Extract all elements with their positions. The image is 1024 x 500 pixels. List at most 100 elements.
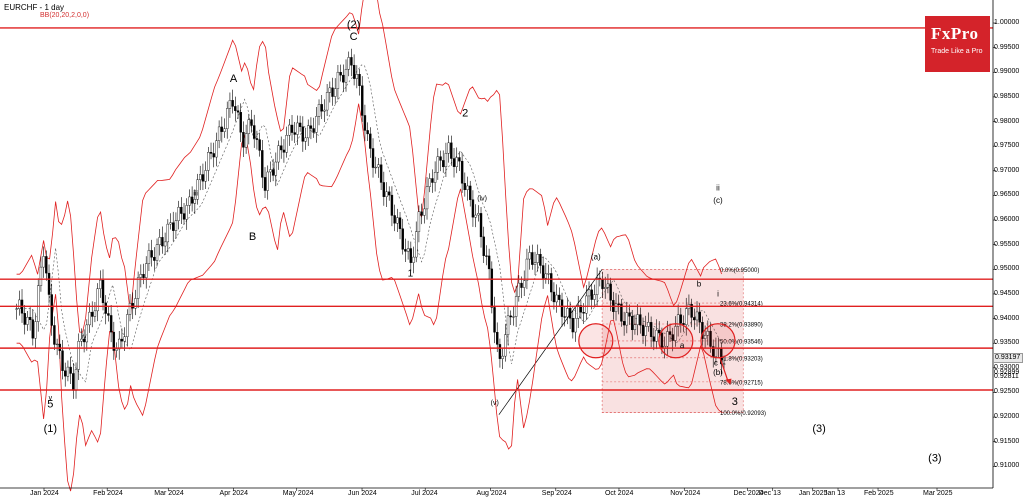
candle-body (566, 307, 569, 318)
wave-label: c (714, 358, 718, 367)
candle-body (361, 85, 364, 116)
candle-body (247, 119, 251, 134)
price-tick-label: 0.98000 (994, 117, 1020, 125)
candle-body (585, 295, 588, 314)
candle-body (223, 128, 226, 132)
wave-label: (b) (713, 368, 723, 377)
price-marker-label: 0.92899 (994, 368, 1020, 376)
candle-body (682, 323, 685, 325)
candle-body (525, 258, 529, 281)
candle-body (666, 331, 669, 347)
candle-body (320, 104, 323, 112)
candle-body (722, 363, 726, 365)
candle-body (288, 124, 291, 136)
wave-label: (iv) (477, 195, 487, 202)
candle-body (450, 142, 453, 159)
candle-body (234, 106, 237, 111)
projection-arrow (719, 357, 730, 383)
candle-body (69, 366, 72, 374)
candle-body (385, 191, 388, 197)
wave-label: i (717, 289, 719, 298)
wave-label: ii (716, 183, 720, 192)
candle-body (520, 282, 523, 288)
candle-body (685, 308, 688, 325)
candle-body (123, 336, 126, 342)
candle-body (34, 321, 37, 339)
candle-body (404, 249, 407, 252)
candle-body (139, 274, 143, 278)
date-tick-label: May 2024 (282, 490, 314, 497)
candle-body (433, 172, 437, 183)
candle-body (31, 319, 35, 339)
wave-label: 3 (732, 396, 738, 408)
candle-body (625, 312, 629, 326)
wave-label: v (49, 395, 53, 402)
date-tick-label: Apr 2024 (219, 490, 248, 497)
candle-body (531, 252, 534, 265)
candle-body (358, 74, 361, 86)
candles (15, 48, 726, 399)
candle-body (315, 116, 318, 133)
candle-body (47, 272, 51, 295)
date-tick-label: Dec 13 (758, 490, 781, 497)
candle-body (82, 338, 86, 343)
candle-body (244, 133, 248, 148)
candle-body (350, 57, 353, 66)
candle-body (242, 132, 245, 148)
candle-body (477, 213, 480, 216)
candle-body (118, 338, 121, 350)
candle-body (271, 169, 275, 176)
candle-body (406, 248, 410, 252)
candle-body (172, 222, 175, 231)
price-tick-label: 0.91000 (994, 462, 1020, 470)
candle-body (312, 128, 315, 133)
candle-body (390, 194, 394, 216)
candle-body (155, 244, 159, 261)
candle-body (614, 303, 618, 312)
candle-body (280, 145, 283, 151)
candle-body (547, 273, 550, 275)
candle-body (363, 115, 367, 131)
candle-body (77, 341, 80, 370)
candle-body (428, 178, 431, 187)
candle-body (658, 329, 661, 334)
candle-body (668, 331, 672, 335)
candle-body (88, 311, 91, 326)
candle-body (201, 174, 205, 182)
candle-body (703, 335, 707, 339)
candle-body (442, 160, 445, 168)
candle-body (636, 314, 639, 325)
price-tick-label: 0.93000 (994, 363, 1020, 371)
candle-body (582, 312, 585, 314)
candle-body (622, 321, 626, 326)
support-resistance-levels (0, 27, 993, 391)
candle-body (28, 316, 32, 320)
candle-body (290, 124, 294, 133)
candle-body (166, 223, 170, 243)
candle-body (501, 355, 504, 359)
candle-body (18, 299, 21, 309)
candle-body (147, 250, 151, 264)
candle-body (277, 145, 280, 163)
highlight-circles (578, 323, 736, 359)
candle-body (579, 305, 583, 313)
fib-label: 50.0%(0.93546) (720, 339, 763, 345)
candle-body (431, 178, 434, 183)
candle-body (115, 348, 118, 351)
candle-body (15, 308, 18, 310)
indicator-label: BB(20,20,2,0,0) (40, 12, 90, 19)
candle-body (236, 110, 240, 113)
candle-body (458, 157, 461, 162)
date-tick-label: Aug 2024 (476, 490, 507, 497)
candle-body (504, 334, 507, 357)
price-tick-label: 0.96000 (994, 216, 1020, 224)
candle-body (293, 132, 296, 135)
highlight-circle (578, 323, 614, 359)
candle-body (377, 164, 380, 168)
candle-body (641, 324, 645, 336)
candle-body (617, 303, 620, 305)
symbol-label: EURCHF - 1 day (4, 3, 65, 12)
wave-label: 2 (462, 108, 468, 120)
candle-body (496, 332, 499, 345)
